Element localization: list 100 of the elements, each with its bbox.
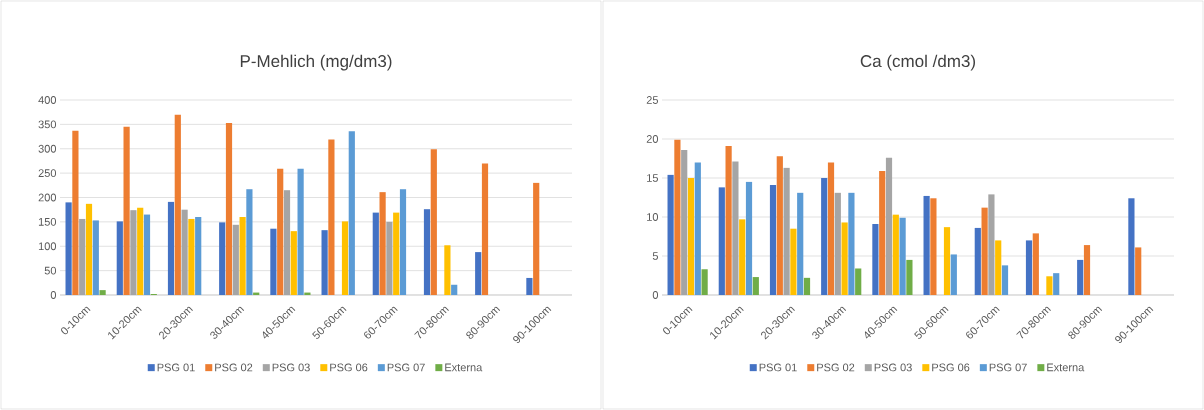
bar <box>827 162 835 295</box>
legend-label: PSG 02 <box>215 363 253 372</box>
bar <box>790 228 797 295</box>
bar <box>451 284 458 295</box>
legend-label: Externa <box>1047 363 1085 372</box>
bar <box>1025 240 1033 295</box>
bar <box>143 214 151 295</box>
bar <box>783 167 790 295</box>
bar <box>321 230 328 295</box>
bar <box>803 277 811 295</box>
bar <box>116 221 123 295</box>
bar <box>123 126 130 295</box>
legend-label: PSG 07 <box>989 363 1027 372</box>
bar <box>297 168 304 295</box>
bar <box>769 185 777 295</box>
bar <box>328 139 335 295</box>
bar <box>872 224 879 295</box>
legend-label: PSG 01 <box>759 363 797 372</box>
bar <box>1128 198 1135 295</box>
bar <box>725 146 732 295</box>
bar <box>72 130 79 295</box>
bar <box>841 222 848 295</box>
y-tick-label: 0 <box>652 291 659 299</box>
bar <box>923 195 930 295</box>
bar <box>399 189 407 295</box>
bar <box>855 268 862 295</box>
y-tick-label: 350 <box>38 120 57 129</box>
y-tick-label: 20 <box>646 135 659 143</box>
y-tick-label: 15 <box>647 174 658 182</box>
bar <box>1046 276 1053 295</box>
bar <box>174 114 181 295</box>
bar <box>687 178 695 295</box>
bar <box>304 292 311 295</box>
bar <box>423 209 431 295</box>
bar <box>674 139 681 295</box>
bar <box>526 277 533 295</box>
bar <box>475 252 482 295</box>
bar <box>879 170 886 295</box>
y-tick-label: 100 <box>38 242 57 251</box>
y-tick-label: 300 <box>38 144 57 153</box>
bar <box>943 227 951 295</box>
bar <box>1083 245 1091 295</box>
bar <box>739 219 746 295</box>
y-tick-label: 400 <box>38 96 57 104</box>
bar <box>1135 247 1142 295</box>
bar <box>99 290 106 295</box>
bar <box>892 214 899 295</box>
bar <box>85 203 93 295</box>
bar <box>899 217 906 295</box>
legend-label: PSG 01 <box>157 363 195 372</box>
legend-label: PSG 02 <box>817 363 855 372</box>
bar <box>1053 273 1060 295</box>
bar <box>188 218 195 295</box>
y-tick-label: 25 <box>646 96 658 104</box>
bar <box>745 181 753 295</box>
bar <box>906 259 913 295</box>
bar <box>930 198 937 295</box>
bar <box>834 192 841 295</box>
bar <box>821 178 828 295</box>
bar <box>995 240 1002 295</box>
bar <box>681 149 688 295</box>
legend-label: PSG 07 <box>387 363 425 372</box>
bar <box>885 157 893 295</box>
bar <box>974 227 981 295</box>
bar <box>232 224 239 295</box>
y-tick-label: 5 <box>652 252 658 260</box>
y-tick-label: 10 <box>647 213 659 221</box>
bar <box>372 212 379 295</box>
bar <box>79 218 86 295</box>
bar <box>1032 233 1039 295</box>
bar <box>430 149 437 295</box>
bar <box>752 277 759 295</box>
bar <box>137 207 144 295</box>
bar <box>219 222 226 295</box>
bar <box>776 156 783 295</box>
bar <box>386 221 393 295</box>
bar <box>225 122 233 295</box>
bar <box>988 194 995 295</box>
bar <box>718 187 725 295</box>
bar <box>950 254 957 295</box>
chart-title: Ca (cmol /dm3) <box>860 54 976 71</box>
bar <box>393 212 400 295</box>
bar <box>130 210 137 295</box>
bar <box>1077 259 1084 295</box>
bar <box>444 245 451 295</box>
bar <box>290 231 297 295</box>
bar <box>239 217 246 295</box>
legend-label: Externa <box>445 363 483 372</box>
legend-label: PSG 03 <box>874 363 912 372</box>
bar <box>270 228 277 295</box>
bar <box>701 269 708 295</box>
bar <box>195 217 202 295</box>
chart-title: P-Mehlich (mg/dm3) <box>240 54 392 71</box>
bar <box>848 192 855 295</box>
bar <box>283 190 291 295</box>
legend-label: PSG 06 <box>932 363 970 372</box>
bar <box>1001 265 1009 295</box>
y-tick-label: 50 <box>44 266 57 275</box>
bar <box>92 220 99 295</box>
y-tick-label: 200 <box>38 193 57 202</box>
